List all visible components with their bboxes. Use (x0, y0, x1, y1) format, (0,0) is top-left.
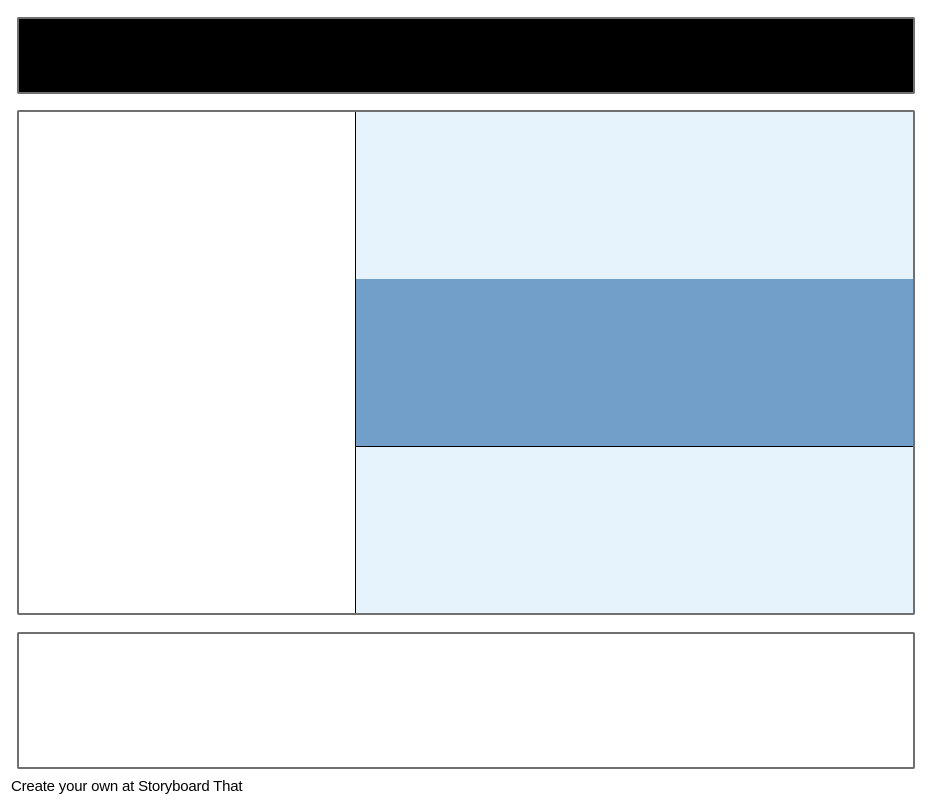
notes-box[interactable] (17, 632, 915, 769)
right-cell-top[interactable] (356, 112, 913, 280)
footer-credit[interactable]: Create your own at Storyboard That (11, 778, 243, 795)
left-panel-cell[interactable] (19, 112, 356, 613)
title-bar (17, 17, 915, 94)
storyboard-grid (17, 110, 915, 615)
right-cell-middle[interactable] (356, 279, 913, 447)
right-cell-bottom[interactable] (356, 447, 913, 613)
